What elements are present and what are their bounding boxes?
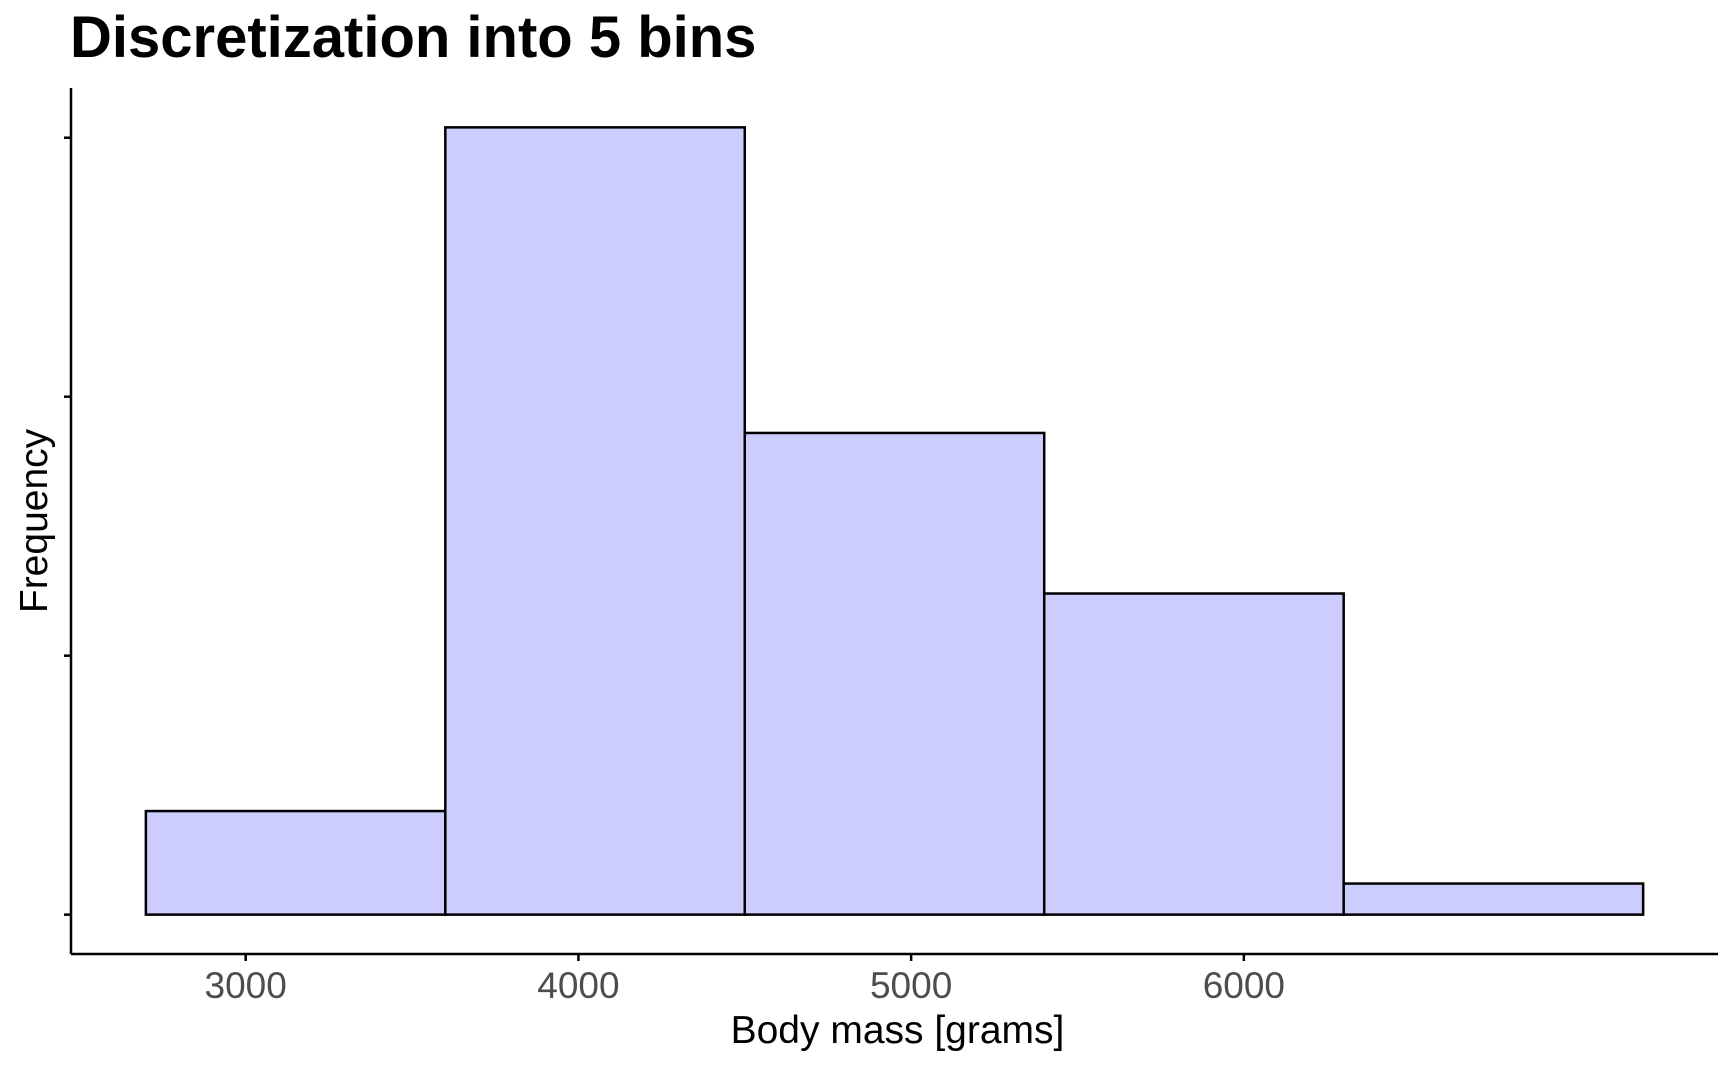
y-ticks-layer (64, 136, 71, 916)
y-axis-title: Frequency (13, 428, 56, 613)
x-ticks-layer: 3000 4000 5000 6000 (205, 954, 1285, 1006)
x-tick-label-2: 4000 (537, 965, 619, 1006)
bars-layer (144, 126, 1645, 916)
x-axis-title: Body mass [grams] (731, 1009, 1065, 1052)
histogram-bar-2 (444, 126, 747, 916)
x-tick-label-4: 6000 (1203, 965, 1285, 1006)
histogram-bar-1 (144, 809, 447, 916)
chart-title: Discretization into 5 bins (70, 5, 757, 70)
x-tick-label-3: 5000 (870, 965, 952, 1006)
x-tick-label-1: 3000 (205, 965, 287, 1006)
histogram-bar-5 (1342, 882, 1645, 916)
histogram-bar-4 (1042, 592, 1345, 916)
histogram-bar-3 (743, 431, 1046, 916)
